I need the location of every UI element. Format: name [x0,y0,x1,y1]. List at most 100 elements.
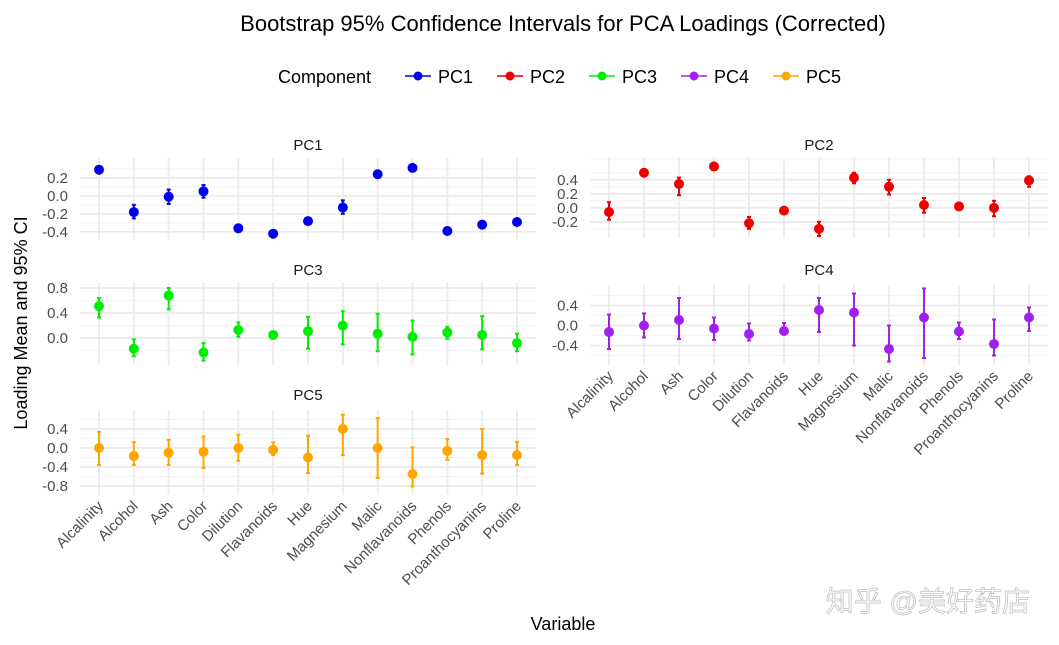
mean-point [303,326,313,337]
mean-point [919,200,929,211]
legend: Component PC1 PC2 PC3 PC4 PC5 [278,67,841,87]
mean-point [919,312,929,323]
mean-point [849,307,859,318]
mean-point [233,324,244,335]
mean-point [849,172,859,183]
mean-point [94,301,104,312]
legend-label: PC4 [714,67,749,87]
mean-point [709,323,719,334]
mean-point [163,191,174,202]
x-tick-label: Proline [992,368,1037,413]
legend-entry-pc2: PC2 [497,67,565,87]
mean-point [674,315,684,325]
legend-label: PC3 [622,67,657,87]
panel-title: PC3 [293,262,322,279]
mean-point [477,329,488,340]
mean-point [337,423,348,434]
mean-point [198,347,209,358]
mean-point [744,329,754,339]
x-tick-label: Alcohol [605,368,652,415]
mean-point [674,178,684,189]
y-tick-label: 0.0 [557,200,578,217]
legend-entry-pc5: PC5 [773,67,841,87]
x-tick-label: Alcalinity [53,497,107,551]
legend-title: Component [278,67,371,87]
mean-point [779,326,789,336]
mean-point [744,218,754,229]
mean-point [954,201,964,212]
panel-title: PC4 [804,262,833,279]
x-tick-label: Ash [146,498,176,528]
y-tick-label: -0.4 [552,338,578,355]
mean-point [639,320,649,331]
mean-point [989,339,999,349]
mean-point [268,228,279,239]
mean-point [372,328,383,339]
y-tick-label: 0.2 [557,186,578,203]
mean-point [372,442,383,453]
mean-point [954,326,964,337]
y-axis-label: Loading Mean and 95% CI [11,216,31,429]
y-tick-label: 0.0 [47,330,68,347]
mean-point [407,469,418,480]
legend-dot [597,71,607,81]
mean-point [884,181,894,192]
mean-point [268,444,279,455]
y-tick-label: 0.4 [557,298,578,315]
panel-pc1: PC1 -0.4-0.20.00.2 [42,137,536,241]
mean-point [128,451,139,462]
mean-point [163,447,174,458]
mean-point [639,167,649,178]
mean-point [233,223,244,234]
y-tick-label: 0.4 [47,305,68,322]
mean-point [303,452,313,463]
y-tick-label: 0.4 [47,421,68,438]
mean-point [604,207,614,218]
mean-point [128,343,139,354]
y-tick-label: 0.8 [47,280,68,297]
legend-dot [689,71,699,81]
panels: PC1-0.4-0.20.00.2PC2-0.20.00.20.4PC30.00… [42,137,1048,589]
mean-point [407,162,418,173]
y-tick-label: -0.4 [42,459,68,476]
legend-dot [413,71,423,81]
y-tick-label: -0.2 [42,206,68,223]
mean-point [128,207,139,218]
y-tick-label: 0.0 [557,318,578,335]
mean-point [337,320,348,331]
legend-dot [781,71,791,81]
mean-point [337,202,348,213]
y-tick-label: -0.4 [42,224,68,241]
legend-entry-pc3: PC3 [589,67,657,87]
y-tick-label: 0.0 [47,440,68,457]
legend-label: PC1 [438,67,473,87]
mean-point [512,216,522,227]
chart-title: Bootstrap 95% Confidence Intervals for P… [240,11,886,36]
watermark: 知乎 @美好药店 [826,586,1030,617]
legend-entry-pc1: PC1 [405,67,473,87]
mean-point [163,290,174,301]
mean-point [477,219,488,230]
mean-point [709,161,719,172]
panel-pc2: PC2 -0.20.00.20.4 [552,137,1048,238]
mean-point [233,442,244,453]
mean-point [477,450,488,461]
mean-point [442,445,453,456]
mean-point [512,450,522,461]
y-tick-label: 0.2 [47,170,68,187]
mean-point [268,329,279,340]
mean-point [407,331,418,342]
x-tick-label: Proline [480,498,525,543]
y-tick-label: -0.2 [552,214,578,231]
mean-point [94,164,104,175]
x-tick-label: Alcalinity [563,367,617,421]
panel-title: PC5 [293,387,322,404]
x-axis-label: Variable [531,614,596,634]
mean-point [442,225,453,236]
mean-point [94,442,104,453]
mean-point [884,344,894,354]
y-tick-label: -0.8 [42,478,68,495]
